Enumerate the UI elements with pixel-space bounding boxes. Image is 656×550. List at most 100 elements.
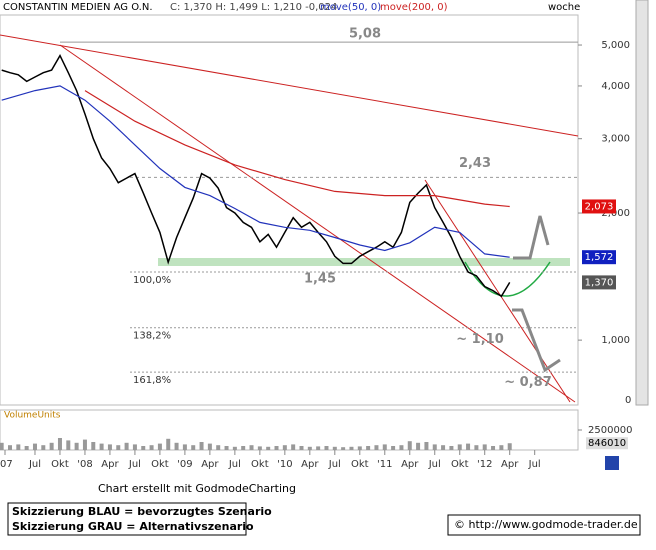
price-label-box — [582, 250, 616, 265]
volume-bar — [457, 444, 462, 450]
volume-bar — [41, 445, 46, 450]
x-tick-label: '09 — [177, 459, 192, 470]
note: Skizzierung BLAU = bevorzugtes Szenario — [12, 505, 272, 518]
x-tick-label: Jul — [228, 459, 241, 470]
y-floor-label: 0 — [625, 395, 631, 406]
volume-bar — [116, 445, 121, 450]
x-tick-label: Apr — [301, 459, 319, 470]
x-tick-label: Jul — [428, 459, 441, 470]
x-tick-label: '08 — [77, 459, 92, 470]
level-label: 138,2% — [133, 331, 171, 342]
volume-bar — [191, 445, 196, 450]
y-tick-label: 4,000 — [601, 81, 630, 92]
trend-lines — [0, 34, 579, 403]
volume-bar — [99, 443, 104, 450]
volume-bar — [366, 446, 371, 450]
annotation: ~ 0,87 — [504, 375, 552, 390]
volume-bar — [32, 443, 37, 450]
volume-bar — [307, 446, 312, 450]
volume-bar — [49, 442, 54, 450]
volume-bar — [0, 442, 4, 450]
x-tick-label: Apr — [501, 459, 519, 470]
note: Skizzierung GRAU = Alternativszenario — [12, 520, 254, 533]
volume-bar — [124, 442, 129, 450]
x-tick-label: Jul — [328, 459, 341, 470]
volume-bar — [232, 446, 237, 450]
volume-bar — [157, 443, 162, 450]
price-label: 1,370 — [585, 277, 614, 288]
volume-bar — [316, 446, 321, 450]
volume-bar — [399, 445, 404, 450]
period: woche — [548, 2, 580, 13]
legend-box — [7, 502, 247, 536]
y-tick-label: 5,000 — [601, 40, 630, 51]
volume-label: VolumeUnits — [4, 411, 61, 421]
volume-bar — [441, 445, 446, 450]
volume-bar — [199, 442, 204, 450]
title: CONSTANTIN MEDIEN AG O.N. — [3, 2, 153, 13]
x-tick-label: Jul — [28, 459, 41, 470]
y-tick-label: 3,000 — [601, 134, 630, 145]
volume-bar — [91, 442, 96, 450]
volume-bar — [216, 445, 221, 450]
volume-bar — [282, 445, 287, 450]
volume-bar — [499, 445, 504, 450]
annotation: ~ 1,10 — [456, 332, 504, 347]
x-tick-label: Apr — [101, 459, 119, 470]
scenario-arrow — [513, 215, 550, 260]
x-tick-label: Okt — [351, 459, 369, 470]
x-tick-label: Apr — [401, 459, 419, 470]
x-tick-label: Okt — [251, 459, 269, 470]
volume-bar — [16, 444, 21, 450]
level-label: 5,08 — [349, 27, 381, 42]
volume-bar — [349, 446, 354, 450]
volume-last-box — [586, 437, 628, 450]
url[interactable]: © http://www.godmode-trader.de — [454, 518, 638, 531]
volume-bar — [66, 440, 71, 450]
legend-entry: move(200, 0) — [380, 2, 448, 13]
scenario-arrow — [512, 308, 561, 373]
trend-line — [0, 34, 579, 137]
x-tick-label: Okt — [451, 459, 469, 470]
volume-bar — [416, 442, 421, 450]
volume-bar — [57, 438, 62, 450]
quote: C: 1,370 H: 1,499 L: 1,210 -0,024 — [170, 2, 337, 13]
volume-bar — [141, 446, 146, 450]
volume-bar — [266, 446, 271, 450]
url-box — [447, 514, 641, 536]
volume-bar — [257, 446, 262, 450]
volume-bar — [299, 446, 304, 450]
x-tick-label: Okt — [51, 459, 69, 470]
x-tick-label: '07 — [0, 459, 13, 470]
volume-bar — [291, 444, 296, 450]
volume-bar — [132, 444, 137, 450]
level-label: 161,8% — [133, 375, 171, 386]
trend-line — [424, 179, 571, 403]
x-tick-label: Apr — [201, 459, 219, 470]
credit: Chart erstellt mit GodmodeCharting — [98, 482, 296, 495]
scrollbar[interactable] — [635, 0, 649, 406]
volume-bar — [249, 445, 254, 450]
volume-bar — [224, 446, 229, 450]
volume-bar — [274, 446, 279, 450]
series-line — [1, 85, 510, 258]
volume-bar — [7, 445, 12, 450]
volume-bar — [507, 443, 512, 450]
level-label: 100,0% — [133, 275, 171, 286]
volume-last-label: 846010 — [588, 438, 626, 449]
x-tick-label: Okt — [151, 459, 169, 470]
volume-bar — [324, 446, 329, 450]
volume-bar — [382, 444, 387, 450]
volume-bar — [357, 446, 362, 450]
volume-bar — [432, 444, 437, 450]
volume-tick-label: 2500000 — [588, 425, 633, 436]
volume-bar — [424, 442, 429, 450]
volume-bar — [24, 446, 29, 450]
volume-bar — [449, 446, 454, 450]
x-tick-label: '11 — [377, 459, 392, 470]
volume-bar — [82, 439, 87, 450]
volume-bar — [241, 446, 246, 450]
volume-bar — [407, 441, 412, 450]
icon[interactable] — [605, 456, 619, 470]
volume-bar — [374, 445, 379, 450]
